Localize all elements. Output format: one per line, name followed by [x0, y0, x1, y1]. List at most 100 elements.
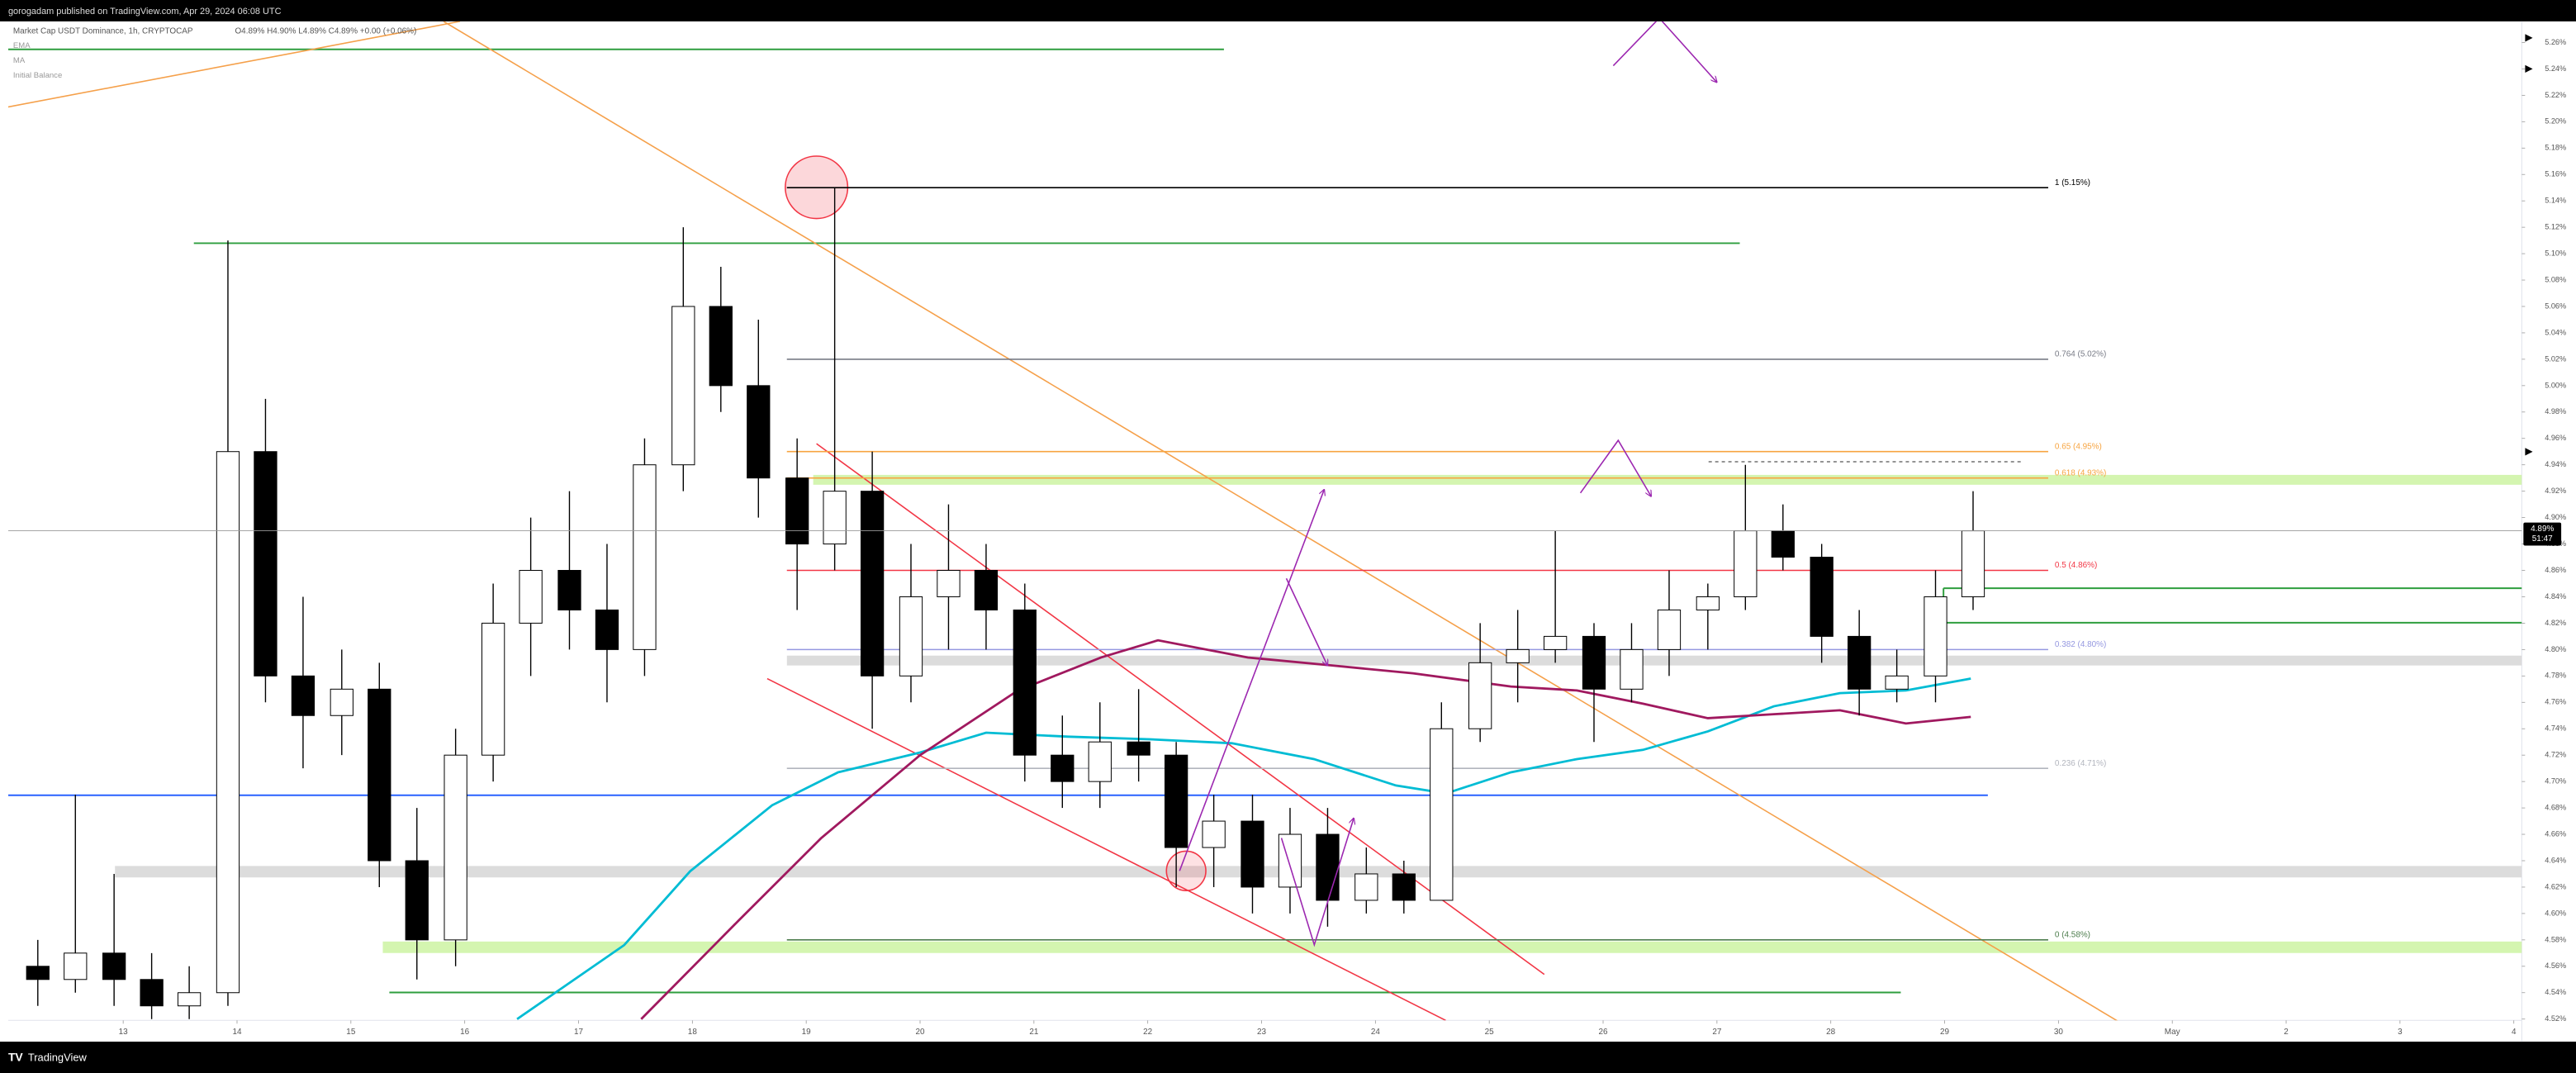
- legend-entry: MA: [13, 56, 26, 65]
- candle-body: [1354, 873, 1378, 901]
- y-tick-label: 5.24%: [2545, 64, 2566, 73]
- footer-bar: [0, 1042, 2576, 1073]
- y-tick-label: 4.92%: [2545, 487, 2566, 495]
- fib-label: 0.382 (4.80%): [2055, 640, 2106, 649]
- y-tick-label: 4.70%: [2545, 777, 2566, 786]
- candle-body: [254, 451, 278, 677]
- y-tick-label: 4.58%: [2545, 935, 2566, 943]
- candle-body: [860, 491, 885, 677]
- candle-body: [1506, 648, 1530, 663]
- last-price-label: 4.89%: [2531, 525, 2554, 534]
- candle-body: [1961, 530, 1985, 597]
- x-tick-label: 27: [1712, 1028, 1722, 1037]
- fib-label: 0.65 (4.95%): [2055, 442, 2102, 451]
- candle-body: [1848, 635, 1872, 690]
- candle-body: [1164, 754, 1188, 848]
- candle-body: [368, 688, 391, 862]
- candle-body: [1013, 609, 1037, 756]
- candle-body: [633, 464, 657, 650]
- candle-body: [937, 570, 961, 597]
- candle-body: [785, 477, 809, 545]
- fib-label: 0 (4.58%): [2055, 931, 2090, 940]
- projection-arrow: [1612, 21, 1716, 83]
- candle-body: [444, 754, 467, 941]
- y-tick-label: 4.60%: [2545, 909, 2566, 917]
- drawings-front: [1179, 21, 1716, 947]
- projection-arrow: [1579, 439, 1652, 496]
- y-tick-label: 4.64%: [2545, 856, 2566, 864]
- x-tick-label: 13: [119, 1028, 129, 1037]
- y-tick-label: 4.78%: [2545, 672, 2566, 680]
- y-tick-label: 4.56%: [2545, 961, 2566, 970]
- y-tick-label: 4.74%: [2545, 724, 2566, 733]
- candle-body: [1810, 557, 1834, 637]
- candle-body: [1771, 530, 1795, 558]
- channel-line: [816, 443, 1545, 976]
- candle-body: [1696, 596, 1720, 610]
- x-tick-label: 25: [1485, 1028, 1495, 1037]
- y-tick-label: 5.26%: [2545, 38, 2566, 46]
- y-tick-label: 5.12%: [2545, 223, 2566, 231]
- x-tick-label: 3: [2398, 1028, 2403, 1037]
- y-tick-label: 5.06%: [2545, 301, 2566, 310]
- trend-line: [7, 21, 461, 108]
- candle-body: [974, 570, 999, 610]
- chart-background: [0, 21, 2576, 1042]
- candle-body: [1543, 635, 1568, 650]
- y-tick-label: 4.72%: [2545, 751, 2566, 759]
- y-tick-label: 5.14%: [2545, 197, 2566, 205]
- y-tick-label: 4.86%: [2545, 566, 2566, 574]
- projection-arrow: [1179, 490, 1324, 871]
- candle-body: [1051, 754, 1075, 782]
- candle-body: [1430, 728, 1454, 901]
- candle-body: [1924, 596, 1947, 677]
- header-text: gorogadam published on TradingView.com, …: [8, 7, 282, 17]
- fib-label: 0.764 (5.02%): [2055, 350, 2106, 359]
- y-tick-label: 4.66%: [2545, 829, 2566, 838]
- candle-body: [1316, 833, 1340, 901]
- highlight-circle: [1165, 850, 1207, 891]
- y-tick-label: 4.52%: [2545, 1014, 2566, 1023]
- y-tick-label: 4.94%: [2545, 460, 2566, 468]
- zone-band: [382, 941, 2522, 953]
- x-tick-label: 16: [460, 1028, 470, 1037]
- y-tick-label: 4.82%: [2545, 619, 2566, 627]
- x-tick-label: 30: [2054, 1028, 2064, 1037]
- x-tick-label: 24: [1371, 1028, 1381, 1037]
- y-tick-label: 5.04%: [2545, 328, 2566, 336]
- x-tick-label: May: [2165, 1028, 2180, 1037]
- projection-arrow: [1285, 577, 1328, 665]
- y-tick-label: 5.16%: [2545, 170, 2566, 178]
- header-bar: [0, 0, 2576, 21]
- candle-body: [595, 609, 619, 650]
- y-tick-label: 4.62%: [2545, 882, 2566, 890]
- candle-body: [216, 451, 240, 994]
- y-tick-label: 4.68%: [2545, 804, 2566, 812]
- x-tick-label: 19: [802, 1028, 812, 1037]
- trend-line: [443, 21, 2118, 1021]
- projection-arrow: [1280, 819, 1354, 947]
- countdown: 51:47: [2532, 534, 2553, 544]
- candle-body: [1734, 530, 1758, 597]
- axis-marker: ▶: [2525, 445, 2533, 457]
- candle-body: [291, 675, 315, 716]
- candle-body: [1392, 873, 1416, 901]
- footer-logo: TV: [8, 1051, 23, 1064]
- legend-entry: EMA: [13, 41, 31, 50]
- y-tick-label: 4.96%: [2545, 434, 2566, 442]
- candle-body: [1885, 675, 1909, 690]
- footer-brand: TradingView: [28, 1051, 88, 1063]
- candle-body: [899, 596, 923, 677]
- y-tick-label: 5.02%: [2545, 354, 2566, 363]
- x-tick-label: 2: [2284, 1028, 2289, 1037]
- candle-body: [140, 979, 164, 1007]
- candle-body: [1582, 635, 1606, 690]
- x-tick-label: 26: [1598, 1028, 1608, 1037]
- axis-marker: ▶: [2525, 31, 2533, 43]
- y-tick-label: 4.84%: [2545, 592, 2566, 601]
- y-tick-label: 4.98%: [2545, 407, 2566, 415]
- candle-body: [1657, 609, 1682, 650]
- x-tick-label: 22: [1143, 1028, 1153, 1037]
